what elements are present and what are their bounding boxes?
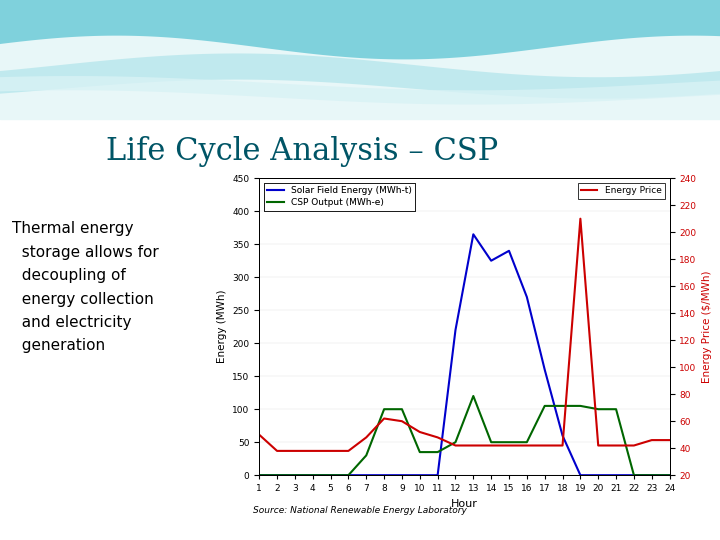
CSP Output (MWh-e) bbox=[505, 439, 513, 446]
Energy Price bbox=[612, 442, 621, 449]
Solar Field Energy (MWh-t) bbox=[433, 472, 442, 478]
CSP Output (MWh-e) bbox=[433, 449, 442, 455]
Y-axis label: Energy (MWh): Energy (MWh) bbox=[217, 290, 227, 363]
Solar Field Energy (MWh-t) bbox=[523, 294, 531, 300]
Solar Field Energy (MWh-t) bbox=[594, 472, 603, 478]
Solar Field Energy (MWh-t) bbox=[487, 258, 495, 264]
CSP Output (MWh-e) bbox=[451, 439, 460, 446]
Solar Field Energy (MWh-t) bbox=[308, 472, 317, 478]
CSP Output (MWh-e) bbox=[523, 439, 531, 446]
Solar Field Energy (MWh-t) bbox=[273, 472, 282, 478]
Polygon shape bbox=[0, 76, 720, 105]
Solar Field Energy (MWh-t) bbox=[612, 472, 621, 478]
Energy Price bbox=[255, 431, 264, 438]
Energy Price bbox=[469, 442, 477, 449]
Solar Field Energy (MWh-t) bbox=[629, 472, 638, 478]
Energy Price bbox=[344, 448, 353, 454]
Solar Field Energy (MWh-t) bbox=[344, 472, 353, 478]
Solar Field Energy (MWh-t) bbox=[576, 472, 585, 478]
Text: Source: National Renewable Energy Laboratory: Source: National Renewable Energy Labora… bbox=[253, 506, 467, 515]
Solar Field Energy (MWh-t) bbox=[451, 327, 460, 333]
Line: Solar Field Energy (MWh-t): Solar Field Energy (MWh-t) bbox=[259, 234, 670, 475]
Solar Field Energy (MWh-t) bbox=[558, 433, 567, 439]
Solar Field Energy (MWh-t) bbox=[541, 366, 549, 373]
Legend: Solar Field Energy (MWh-t), CSP Output (MWh-e): Solar Field Energy (MWh-t), CSP Output (… bbox=[264, 183, 415, 211]
Energy Price bbox=[629, 442, 638, 449]
Energy Price bbox=[379, 415, 388, 422]
Solar Field Energy (MWh-t) bbox=[255, 472, 264, 478]
CSP Output (MWh-e) bbox=[647, 472, 656, 478]
CSP Output (MWh-e) bbox=[469, 393, 477, 399]
X-axis label: Hour: Hour bbox=[451, 499, 478, 509]
CSP Output (MWh-e) bbox=[594, 406, 603, 413]
CSP Output (MWh-e) bbox=[612, 406, 621, 413]
Energy Price bbox=[273, 448, 282, 454]
CSP Output (MWh-e) bbox=[344, 472, 353, 478]
CSP Output (MWh-e) bbox=[487, 439, 495, 446]
Energy Price bbox=[541, 442, 549, 449]
Energy Price bbox=[505, 442, 513, 449]
Solar Field Energy (MWh-t) bbox=[505, 247, 513, 254]
Energy Price bbox=[397, 418, 406, 424]
Energy Price bbox=[291, 448, 300, 454]
Energy Price bbox=[647, 437, 656, 443]
Solar Field Energy (MWh-t) bbox=[362, 472, 371, 478]
Solar Field Energy (MWh-t) bbox=[379, 472, 388, 478]
Polygon shape bbox=[0, 53, 720, 99]
Solar Field Energy (MWh-t) bbox=[647, 472, 656, 478]
CSP Output (MWh-e) bbox=[362, 452, 371, 458]
CSP Output (MWh-e) bbox=[379, 406, 388, 413]
CSP Output (MWh-e) bbox=[541, 403, 549, 409]
Energy Price bbox=[308, 448, 317, 454]
CSP Output (MWh-e) bbox=[665, 472, 674, 478]
Energy Price bbox=[362, 434, 371, 441]
Solar Field Energy (MWh-t) bbox=[291, 472, 300, 478]
CSP Output (MWh-e) bbox=[558, 403, 567, 409]
Line: CSP Output (MWh-e): CSP Output (MWh-e) bbox=[259, 396, 670, 475]
Text: Life Cycle Analysis – CSP: Life Cycle Analysis – CSP bbox=[107, 136, 498, 167]
Solar Field Energy (MWh-t) bbox=[397, 472, 406, 478]
Solar Field Energy (MWh-t) bbox=[326, 472, 335, 478]
Line: Energy Price: Energy Price bbox=[259, 219, 670, 451]
CSP Output (MWh-e) bbox=[255, 472, 264, 478]
CSP Output (MWh-e) bbox=[308, 472, 317, 478]
Energy Price bbox=[576, 215, 585, 222]
Energy Price bbox=[558, 442, 567, 449]
Polygon shape bbox=[0, 0, 720, 59]
Energy Price bbox=[594, 442, 603, 449]
Text: Thermal energy
  storage allows for
  decoupling of
  energy collection
  and el: Thermal energy storage allows for decoup… bbox=[12, 221, 159, 353]
CSP Output (MWh-e) bbox=[397, 406, 406, 413]
CSP Output (MWh-e) bbox=[326, 472, 335, 478]
Energy Price bbox=[523, 442, 531, 449]
Y-axis label: Energy Price ($/MWh): Energy Price ($/MWh) bbox=[702, 271, 712, 383]
Energy Price bbox=[326, 448, 335, 454]
Energy Price bbox=[487, 442, 495, 449]
CSP Output (MWh-e) bbox=[415, 449, 424, 455]
Energy Price bbox=[451, 442, 460, 449]
Energy Price bbox=[433, 434, 442, 441]
Solar Field Energy (MWh-t) bbox=[665, 472, 674, 478]
CSP Output (MWh-e) bbox=[576, 403, 585, 409]
Solar Field Energy (MWh-t) bbox=[415, 472, 424, 478]
Energy Price bbox=[415, 429, 424, 435]
CSP Output (MWh-e) bbox=[629, 472, 638, 478]
CSP Output (MWh-e) bbox=[291, 472, 300, 478]
Energy Price bbox=[665, 437, 674, 443]
Legend: Energy Price: Energy Price bbox=[577, 183, 665, 199]
Solar Field Energy (MWh-t) bbox=[469, 231, 477, 238]
CSP Output (MWh-e) bbox=[273, 472, 282, 478]
